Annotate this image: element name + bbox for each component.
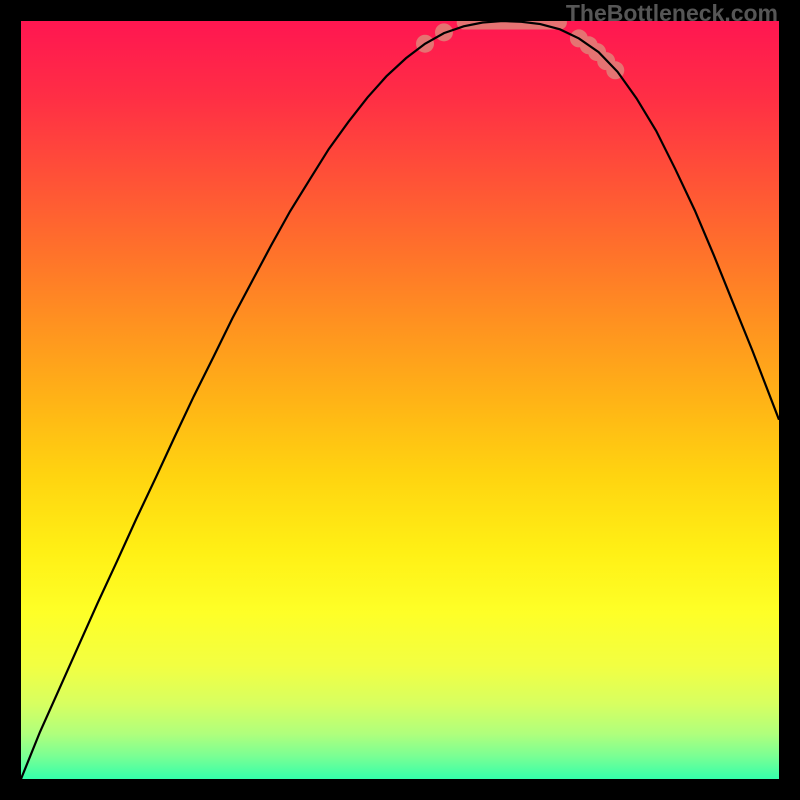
plot-area xyxy=(21,21,779,779)
curve-layer xyxy=(21,21,779,779)
watermark: TheBottleneck.com xyxy=(566,0,778,27)
bottleneck-curve xyxy=(21,21,779,779)
